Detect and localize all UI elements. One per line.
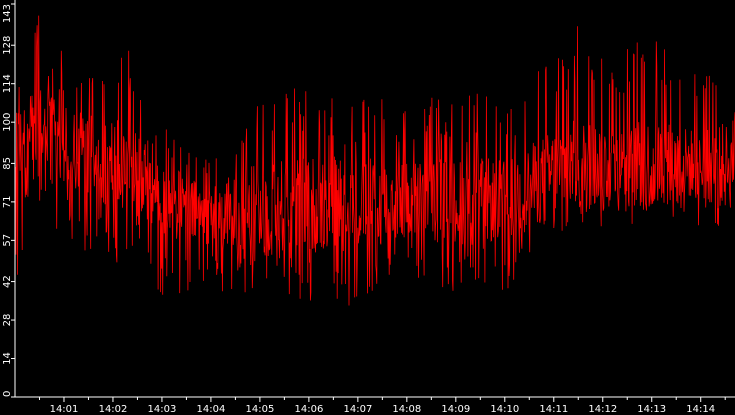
y-tick-label: 42: [2, 275, 13, 288]
y-tick-label: 57: [2, 234, 13, 247]
y-tick-label: 85: [2, 157, 13, 170]
y-tick-label: 71: [2, 196, 13, 209]
x-tick-label: 14:09: [441, 404, 470, 415]
x-tick-label: 14:14: [686, 404, 715, 415]
x-tick-label: 14:02: [99, 404, 128, 415]
x-tick-label: 14:11: [539, 404, 568, 415]
y-tick-label: 14: [2, 352, 13, 365]
series-line: [14, 15, 735, 306]
x-tick-label: 14:05: [245, 404, 274, 415]
x-tick-label: 14:03: [147, 404, 176, 415]
x-tick-label: 14:01: [50, 404, 79, 415]
y-tick-label: 143: [2, 4, 13, 23]
y-tick-label: 128: [2, 36, 13, 55]
x-tick-label: 14:07: [343, 404, 372, 415]
x-tick-label: 14:12: [588, 404, 617, 415]
x-tick-label: 14:08: [392, 404, 421, 415]
y-tick-label: 0: [2, 391, 13, 397]
x-tick-label: 14:10: [490, 404, 519, 415]
x-tick-label: 14:06: [294, 404, 323, 415]
y-tick-label: 28: [2, 314, 13, 327]
y-tick-label: 114: [2, 74, 13, 93]
x-tick-label: 14:13: [637, 404, 666, 415]
y-tick-label: 100: [2, 113, 13, 132]
x-tick-label: 14:04: [196, 404, 225, 415]
series-layer: [14, 15, 735, 306]
